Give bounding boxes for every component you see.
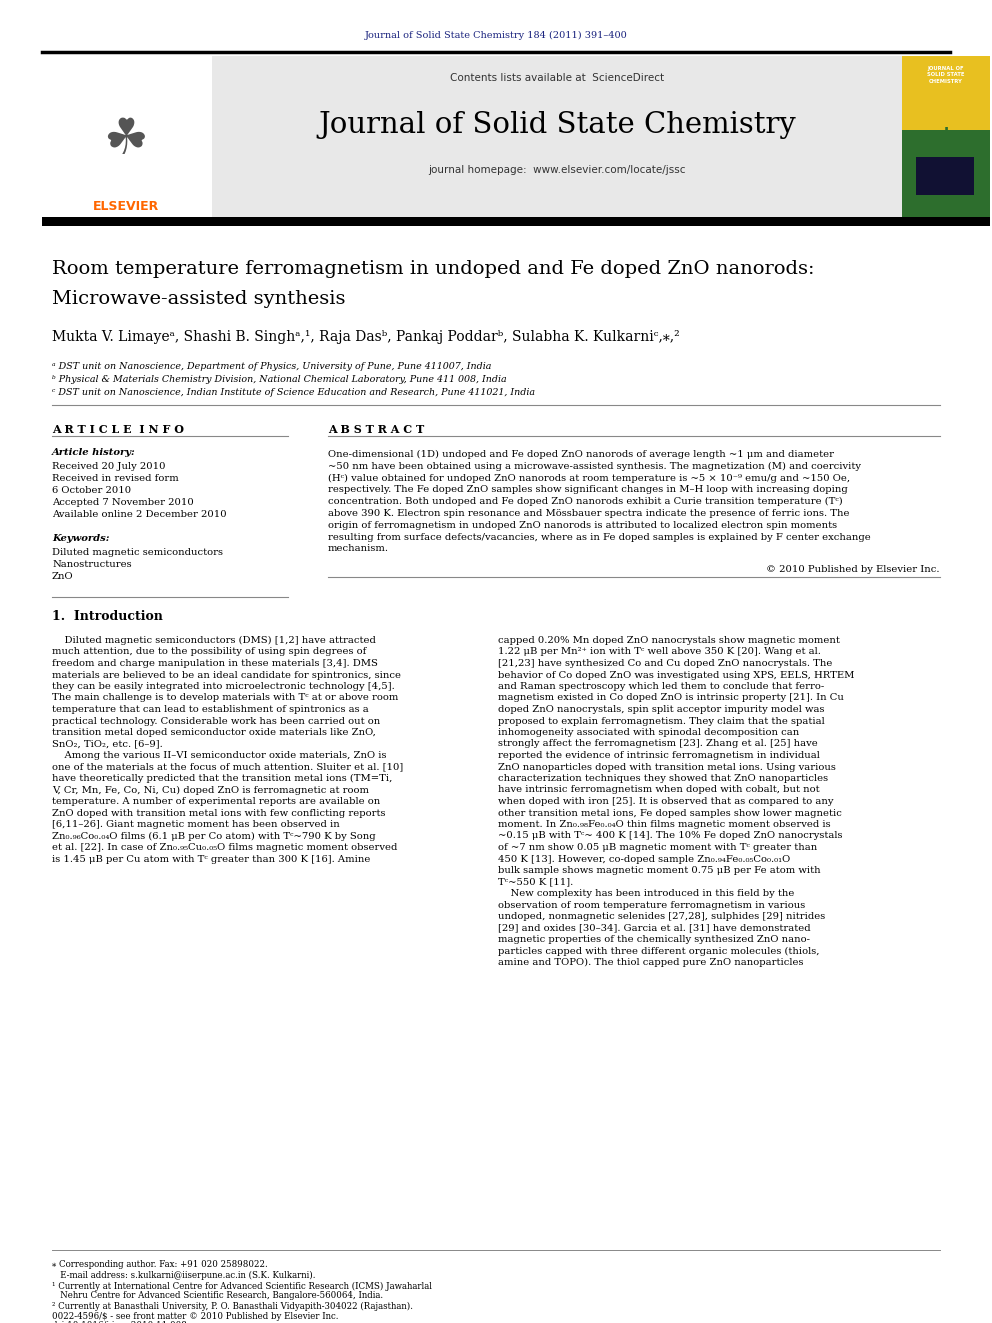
Text: V, Cr, Mn, Fe, Co, Ni, Cu) doped ZnO is ferromagnetic at room: V, Cr, Mn, Fe, Co, Ni, Cu) doped ZnO is …: [52, 786, 369, 795]
FancyBboxPatch shape: [902, 56, 990, 130]
Text: J
S
S
C: J S S C: [940, 127, 951, 177]
Text: resulting from surface defects/vacancies, where as in Fe doped samples is explai: resulting from surface defects/vacancies…: [328, 533, 871, 541]
Text: doi:10.1016/j.jssc.2010.11.008: doi:10.1016/j.jssc.2010.11.008: [52, 1320, 187, 1323]
Text: ZnO: ZnO: [52, 572, 73, 581]
Text: Diluted magnetic semiconductors (DMS) [1,2] have attracted: Diluted magnetic semiconductors (DMS) [1…: [52, 636, 376, 646]
Text: A B S T R A C T: A B S T R A C T: [328, 423, 425, 435]
Text: ᵇ Physical & Materials Chemistry Division, National Chemical Laboratory, Pune 41: ᵇ Physical & Materials Chemistry Divisio…: [52, 374, 507, 384]
Text: ~50 nm have been obtained using a microwave-assisted synthesis. The magnetizatio: ~50 nm have been obtained using a microw…: [328, 462, 861, 471]
Text: [21,23] have synthesized Co and Cu doped ZnO nanocrystals. The: [21,23] have synthesized Co and Cu doped…: [498, 659, 832, 668]
Text: ☘: ☘: [103, 116, 149, 164]
Text: observation of room temperature ferromagnetism in various: observation of room temperature ferromag…: [498, 901, 806, 909]
Text: inhomogeneity associated with spinodal decomposition can: inhomogeneity associated with spinodal d…: [498, 728, 800, 737]
Text: ² Currently at Banasthali University, P. O. Banasthali Vidyapith-304022 (Rajasth: ² Currently at Banasthali University, P.…: [52, 1302, 413, 1311]
Text: doped ZnO nanocrystals, spin split acceptor impurity model was: doped ZnO nanocrystals, spin split accep…: [498, 705, 824, 714]
Text: ZnO doped with transition metal ions with few conflicting reports: ZnO doped with transition metal ions wit…: [52, 808, 386, 818]
Text: ᵃ DST unit on Nanoscience, Department of Physics, University of Pune, Pune 41100: ᵃ DST unit on Nanoscience, Department of…: [52, 363, 491, 370]
Text: magnetism existed in Co doped ZnO is intrinsic property [21]. In Cu: magnetism existed in Co doped ZnO is int…: [498, 693, 844, 703]
Text: respectively. The Fe doped ZnO samples show significant changes in M–H loop with: respectively. The Fe doped ZnO samples s…: [328, 486, 848, 495]
Text: Room temperature ferromagnetism in undoped and Fe doped ZnO nanorods:: Room temperature ferromagnetism in undop…: [52, 261, 814, 278]
Text: Nehru Centre for Advanced Scientific Research, Bangalore-560064, India.: Nehru Centre for Advanced Scientific Res…: [52, 1291, 383, 1301]
Text: et al. [22]. In case of Zn₀.₉₅Cu₀.₀₅O films magnetic moment observed: et al. [22]. In case of Zn₀.₉₅Cu₀.₀₅O fi…: [52, 843, 398, 852]
FancyBboxPatch shape: [212, 56, 902, 218]
Text: ᶜ DST unit on Nanoscience, Indian Institute of Science Education and Research, P: ᶜ DST unit on Nanoscience, Indian Instit…: [52, 388, 535, 397]
Text: Tᶜ~550 K [11].: Tᶜ~550 K [11].: [498, 877, 573, 886]
Text: when doped with iron [25]. It is observed that as compared to any: when doped with iron [25]. It is observe…: [498, 796, 833, 806]
Text: have theoretically predicted that the transition metal ions (TM=Ti,: have theoretically predicted that the tr…: [52, 774, 393, 783]
Text: behavior of Co doped ZnO was investigated using XPS, EELS, HRTEM: behavior of Co doped ZnO was investigate…: [498, 671, 854, 680]
Text: The main challenge is to develop materials with Tᶜ at or above room: The main challenge is to develop materia…: [52, 693, 399, 703]
Text: Diluted magnetic semiconductors: Diluted magnetic semiconductors: [52, 548, 223, 557]
Text: Received 20 July 2010: Received 20 July 2010: [52, 462, 166, 471]
Text: of ~7 nm show 0.05 μB magnetic moment with Tᶜ greater than: of ~7 nm show 0.05 μB magnetic moment wi…: [498, 843, 817, 852]
Text: above 390 K. Electron spin resonance and Mössbauer spectra indicate the presence: above 390 K. Electron spin resonance and…: [328, 509, 849, 519]
Text: temperature that can lead to establishment of spintronics as a: temperature that can lead to establishme…: [52, 705, 369, 714]
Text: reported the evidence of intrinsic ferromagnetism in individual: reported the evidence of intrinsic ferro…: [498, 751, 819, 759]
Text: © 2010 Published by Elsevier Inc.: © 2010 Published by Elsevier Inc.: [767, 565, 940, 574]
Text: Keywords:: Keywords:: [52, 534, 109, 542]
Text: is 1.45 μB per Cu atom with Tᶜ greater than 300 K [16]. Amine: is 1.45 μB per Cu atom with Tᶜ greater t…: [52, 855, 370, 864]
Text: proposed to explain ferromagnetism. They claim that the spatial: proposed to explain ferromagnetism. They…: [498, 717, 824, 725]
Text: E-mail address: s.kulkarni@iiserpune.ac.in (S.K. Kulkarni).: E-mail address: s.kulkarni@iiserpune.ac.…: [52, 1271, 315, 1281]
FancyBboxPatch shape: [902, 130, 990, 218]
FancyBboxPatch shape: [916, 157, 974, 194]
Text: Mukta V. Limayeᵃ, Shashi B. Singhᵃ,¹, Raja Dasᵇ, Pankaj Poddarᵇ, Sulabha K. Kulk: Mukta V. Limayeᵃ, Shashi B. Singhᵃ,¹, Ra…: [52, 329, 680, 344]
Text: (Hᶜ) value obtained for undoped ZnO nanorods at room temperature is ~5 × 10⁻⁹ em: (Hᶜ) value obtained for undoped ZnO nano…: [328, 474, 850, 483]
Text: moment. In Zn₀.₉₈Fe₀.₀₄O thin films magnetic moment observed is: moment. In Zn₀.₉₈Fe₀.₀₄O thin films magn…: [498, 820, 830, 830]
FancyBboxPatch shape: [42, 56, 210, 218]
Text: Zn₀.₉₆Co₀.₀₄O films (6.1 μB per Co atom) with Tᶜ~790 K by Song: Zn₀.₉₆Co₀.₀₄O films (6.1 μB per Co atom)…: [52, 831, 376, 840]
Text: Contents lists available at  ScienceDirect: Contents lists available at ScienceDirec…: [450, 73, 664, 83]
Text: ELSEVIER: ELSEVIER: [93, 201, 159, 213]
Text: magnetic properties of the chemically synthesized ZnO nano-: magnetic properties of the chemically sy…: [498, 935, 810, 945]
Text: strongly affect the ferromagnetism [23]. Zhang et al. [25] have: strongly affect the ferromagnetism [23].…: [498, 740, 817, 749]
Text: practical technology. Considerable work has been carried out on: practical technology. Considerable work …: [52, 717, 380, 725]
Text: Nanostructures: Nanostructures: [52, 560, 132, 569]
Text: much attention, due to the possibility of using spin degrees of: much attention, due to the possibility o…: [52, 647, 366, 656]
Text: they can be easily integrated into microelectronic technology [4,5].: they can be easily integrated into micro…: [52, 681, 395, 691]
Text: [6,11–26]. Giant magnetic moment has been observed in: [6,11–26]. Giant magnetic moment has bee…: [52, 820, 339, 830]
Text: Microwave-assisted synthesis: Microwave-assisted synthesis: [52, 290, 345, 308]
Text: amine and TOPO). The thiol capped pure ZnO nanoparticles: amine and TOPO). The thiol capped pure Z…: [498, 958, 804, 967]
Text: SnO₂, TiO₂, etc. [6–9].: SnO₂, TiO₂, etc. [6–9].: [52, 740, 163, 749]
Text: One-dimensional (1D) undoped and Fe doped ZnO nanorods of average length ~1 μm a: One-dimensional (1D) undoped and Fe dope…: [328, 450, 834, 459]
Text: have intrinsic ferromagnetism when doped with cobalt, but not: have intrinsic ferromagnetism when doped…: [498, 786, 819, 795]
Text: transition metal doped semiconductor oxide materials like ZnO,: transition metal doped semiconductor oxi…: [52, 728, 376, 737]
Text: Available online 2 December 2010: Available online 2 December 2010: [52, 509, 226, 519]
Text: capped 0.20% Mn doped ZnO nanocrystals show magnetic moment: capped 0.20% Mn doped ZnO nanocrystals s…: [498, 636, 840, 646]
Text: ⁎ Corresponding author. Fax: +91 020 25898022.: ⁎ Corresponding author. Fax: +91 020 258…: [52, 1259, 268, 1269]
Text: 6 October 2010: 6 October 2010: [52, 486, 131, 495]
Text: concentration. Both undoped and Fe doped ZnO nanorods exhibit a Curie transition: concentration. Both undoped and Fe doped…: [328, 497, 843, 507]
Text: temperature. A number of experimental reports are available on: temperature. A number of experimental re…: [52, 796, 380, 806]
Text: other transition metal ions, Fe doped samples show lower magnetic: other transition metal ions, Fe doped sa…: [498, 808, 842, 818]
Text: origin of ferromagnetism in undoped ZnO nanorods is attributed to localized elec: origin of ferromagnetism in undoped ZnO …: [328, 521, 837, 529]
Text: ¹ Currently at International Centre for Advanced Scientific Research (ICMS) Jawa: ¹ Currently at International Centre for …: [52, 1282, 432, 1291]
Text: New complexity has been introduced in this field by the: New complexity has been introduced in th…: [498, 889, 795, 898]
Text: Journal of Solid State Chemistry 184 (2011) 391–400: Journal of Solid State Chemistry 184 (20…: [365, 30, 627, 40]
Text: 0022-4596/$ - see front matter © 2010 Published by Elsevier Inc.: 0022-4596/$ - see front matter © 2010 Pu…: [52, 1312, 338, 1320]
Text: A R T I C L E  I N F O: A R T I C L E I N F O: [52, 423, 184, 435]
Text: [29] and oxides [30–34]. Garcia et al. [31] have demonstrated: [29] and oxides [30–34]. Garcia et al. […: [498, 923, 810, 933]
Text: one of the materials at the focus of much attention. Sluiter et al. [10]: one of the materials at the focus of muc…: [52, 762, 404, 771]
Text: ZnO nanoparticles doped with transition metal ions. Using various: ZnO nanoparticles doped with transition …: [498, 762, 836, 771]
Text: and Raman spectroscopy which led them to conclude that ferro-: and Raman spectroscopy which led them to…: [498, 681, 824, 691]
Text: JOURNAL OF
SOLID STATE
CHEMISTRY: JOURNAL OF SOLID STATE CHEMISTRY: [928, 66, 965, 85]
Text: bulk sample shows magnetic moment 0.75 μB per Fe atom with: bulk sample shows magnetic moment 0.75 μ…: [498, 867, 820, 875]
Text: 450 K [13]. However, co-doped sample Zn₀.₉₄Fe₀.₀₅Co₀.₀₁O: 450 K [13]. However, co-doped sample Zn₀…: [498, 855, 791, 864]
Text: particles capped with three different organic molecules (thiols,: particles capped with three different or…: [498, 946, 819, 955]
Text: 1.  Introduction: 1. Introduction: [52, 610, 163, 623]
Text: undoped, nonmagnetic selenides [27,28], sulphides [29] nitrides: undoped, nonmagnetic selenides [27,28], …: [498, 912, 825, 921]
Text: Journal of Solid State Chemistry: Journal of Solid State Chemistry: [318, 111, 796, 139]
Text: Accepted 7 November 2010: Accepted 7 November 2010: [52, 497, 193, 507]
Text: characterization techniques they showed that ZnO nanoparticles: characterization techniques they showed …: [498, 774, 828, 783]
Text: materials are believed to be an ideal candidate for spintronics, since: materials are believed to be an ideal ca…: [52, 671, 401, 680]
FancyBboxPatch shape: [42, 217, 990, 226]
Text: ~0.15 μB with Tᶜ~ 400 K [14]. The 10% Fe doped ZnO nanocrystals: ~0.15 μB with Tᶜ~ 400 K [14]. The 10% Fe…: [498, 831, 842, 840]
Text: Article history:: Article history:: [52, 448, 136, 456]
Text: Among the various II–VI semiconductor oxide materials, ZnO is: Among the various II–VI semiconductor ox…: [52, 751, 387, 759]
Text: freedom and charge manipulation in these materials [3,4]. DMS: freedom and charge manipulation in these…: [52, 659, 378, 668]
Text: 1.22 μB per Mn²⁺ ion with Tᶜ well above 350 K [20]. Wang et al.: 1.22 μB per Mn²⁺ ion with Tᶜ well above …: [498, 647, 820, 656]
Text: mechanism.: mechanism.: [328, 544, 389, 553]
Text: Received in revised form: Received in revised form: [52, 474, 179, 483]
Text: journal homepage:  www.elsevier.com/locate/jssc: journal homepage: www.elsevier.com/locat…: [429, 165, 685, 175]
